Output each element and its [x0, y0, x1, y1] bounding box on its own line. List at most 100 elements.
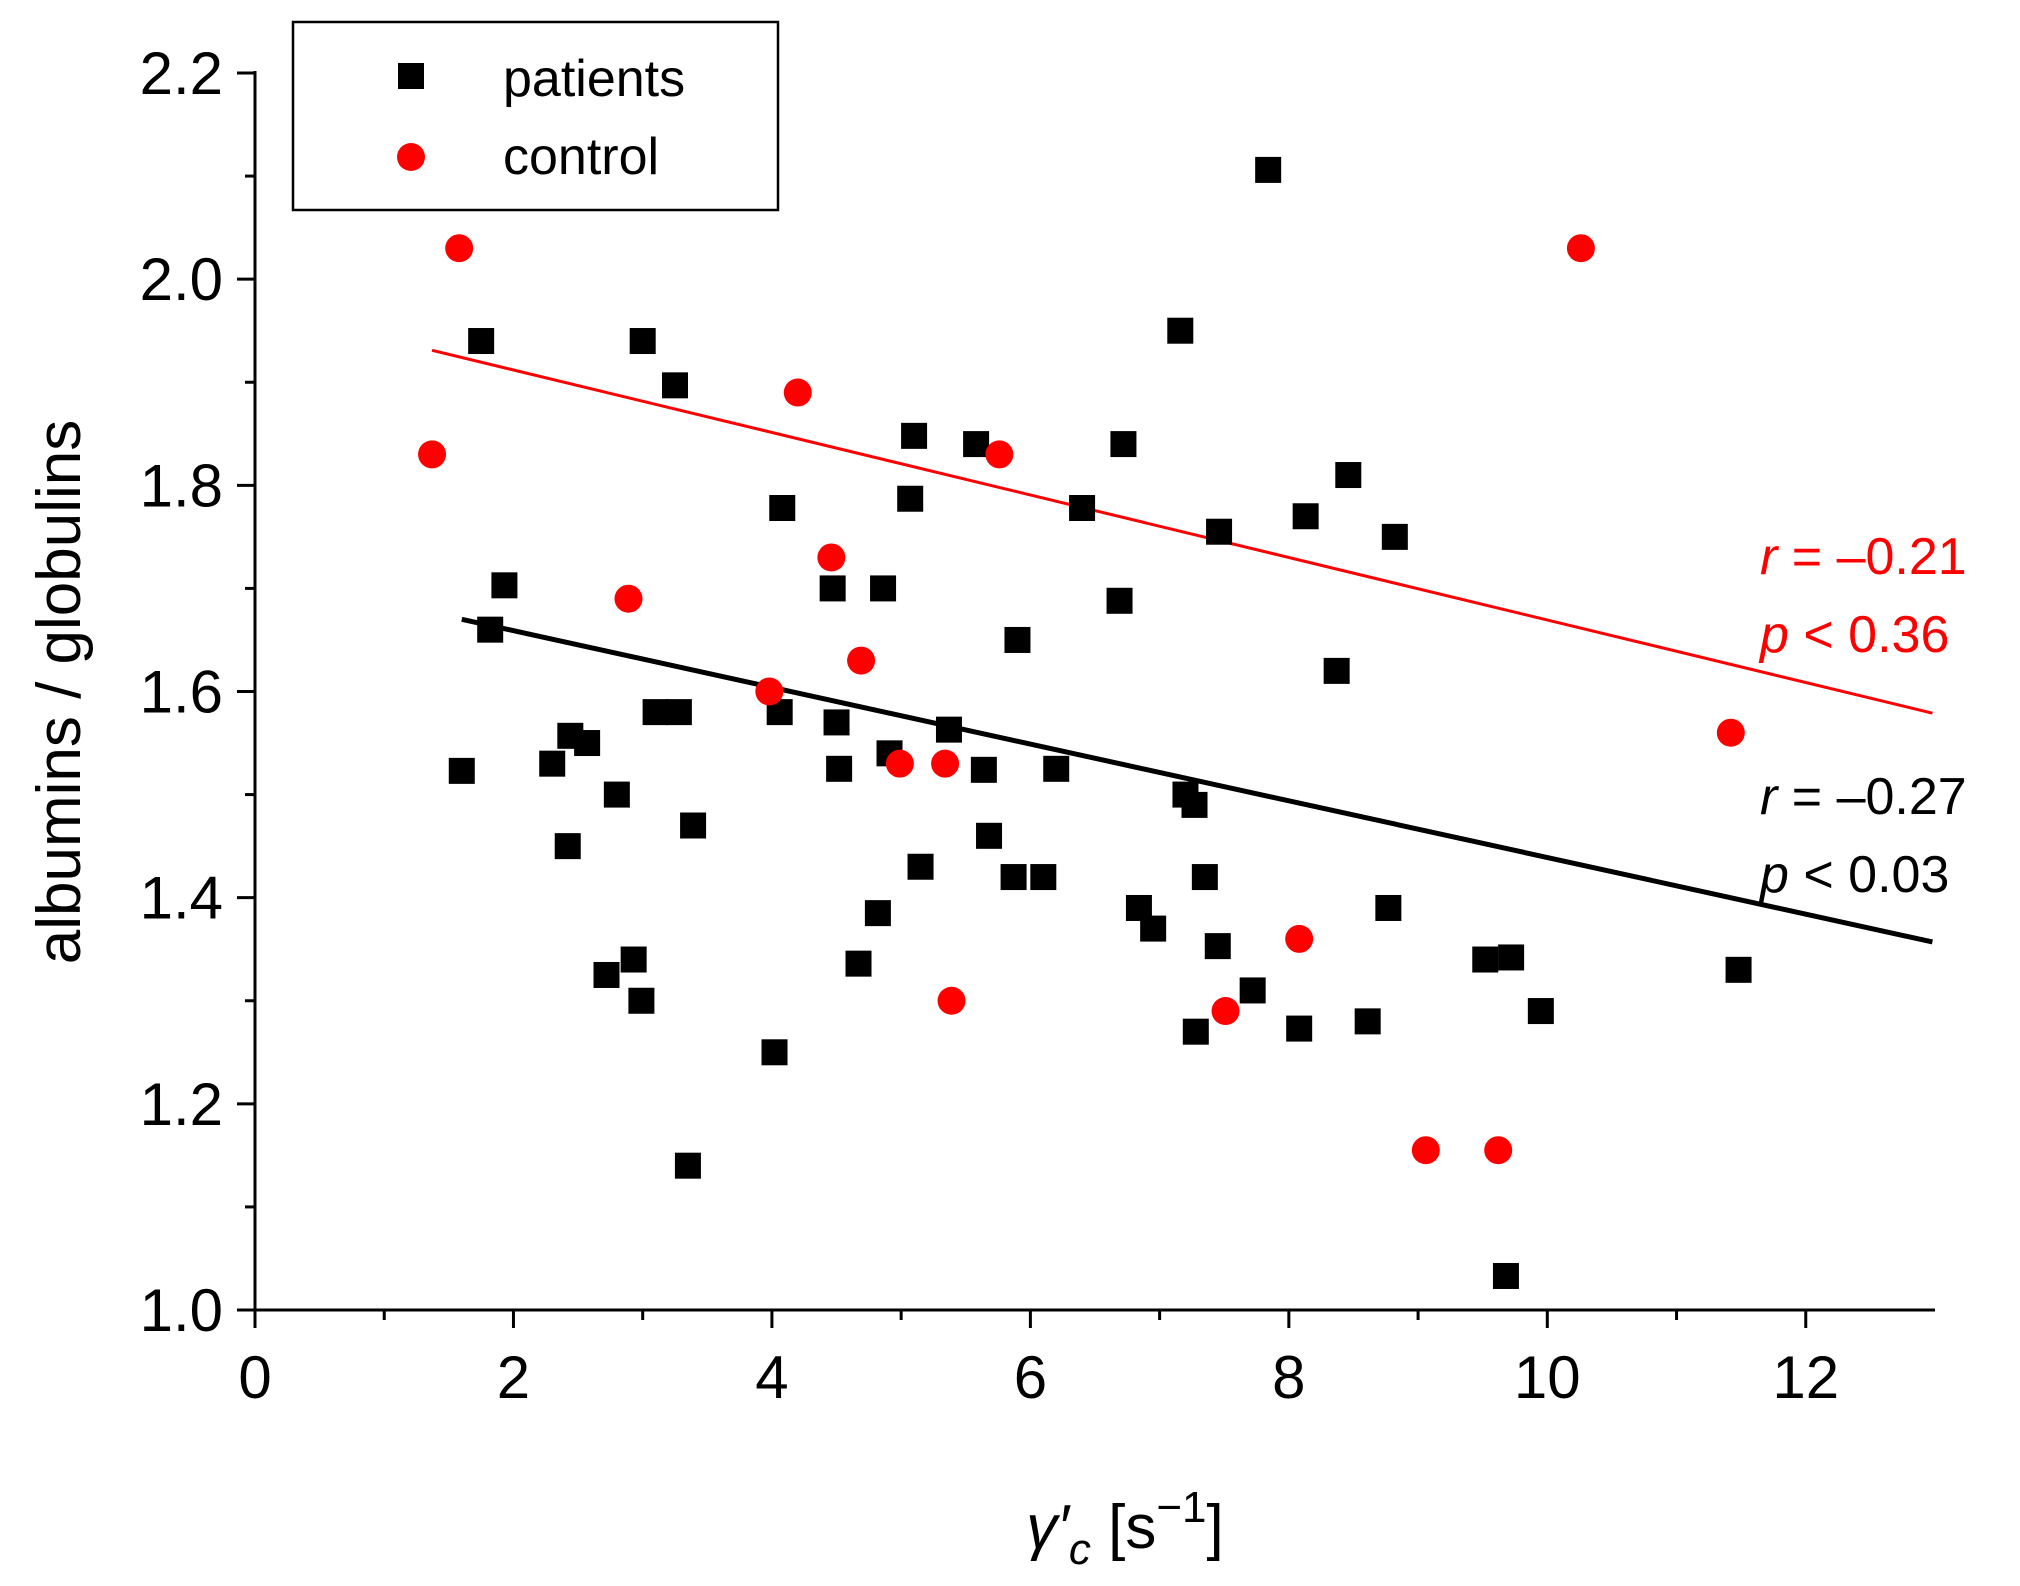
point-patients	[935, 716, 962, 743]
point-control	[847, 646, 876, 675]
y-tick-label: 1.6	[140, 659, 223, 726]
annotation-control-r-value: = –0.21	[1777, 528, 1966, 586]
point-control	[931, 749, 960, 778]
point-patients	[963, 431, 990, 458]
point-patients	[761, 1039, 788, 1066]
point-control	[1566, 234, 1595, 263]
x-axis-label-unit-close: ]	[1207, 1493, 1224, 1562]
point-patients	[1030, 864, 1057, 891]
point-patients	[897, 485, 924, 512]
point-control	[614, 584, 643, 613]
point-patients	[1354, 1008, 1381, 1035]
point-patients	[1323, 657, 1350, 684]
point-patients	[554, 833, 581, 860]
point-patients	[491, 572, 518, 599]
data-points	[418, 156, 1752, 1289]
annotation-patients-p-value: < 0.03	[1789, 846, 1949, 904]
x-axis-label: γ′c [s−1]	[1026, 1483, 1223, 1574]
point-control	[817, 543, 846, 572]
point-patients	[1191, 864, 1218, 891]
point-patients	[1204, 933, 1231, 960]
point-patients	[1527, 998, 1554, 1025]
point-control	[1484, 1136, 1513, 1165]
fit-line-patients	[461, 616, 1933, 945]
point-patients	[1000, 864, 1027, 891]
x-axis-label-subscript: c	[1069, 1525, 1091, 1574]
annotation-patients: r = –0.27 p < 0.03	[1758, 768, 1967, 904]
y-tick-label: 2.2	[140, 40, 223, 107]
x-tick-label: 0	[238, 1344, 271, 1411]
annotation-patients-r: r = –0.27	[1760, 768, 1967, 826]
legend-label-control: control	[503, 128, 659, 186]
annotation-patients-p: p < 0.03	[1758, 846, 1949, 904]
point-control	[1285, 924, 1314, 953]
point-patients	[823, 709, 850, 736]
annotation-control-p-value: < 0.36	[1789, 606, 1949, 664]
point-patients	[1206, 518, 1233, 545]
point-control	[755, 677, 784, 706]
annotation-patients-p-symbol: p	[1758, 846, 1789, 904]
point-patients	[826, 755, 853, 782]
annotation-patients-r-symbol: r	[1760, 768, 1780, 826]
point-patients	[769, 495, 796, 522]
point-control	[418, 440, 447, 469]
point-patients	[870, 575, 897, 602]
point-patients	[574, 730, 601, 757]
point-patients	[593, 961, 620, 988]
legend-marker-patients	[398, 63, 424, 89]
point-patients	[1140, 915, 1167, 942]
x-axis-label-symbol: γ′	[1026, 1493, 1071, 1562]
x-axis-label-unit-superscript: −1	[1156, 1483, 1206, 1532]
x-tick-label: 10	[1514, 1344, 1581, 1411]
annotation-control-r: r = –0.21	[1760, 528, 1967, 586]
point-patients	[907, 853, 934, 880]
x-tick-label: 2	[497, 1344, 530, 1411]
point-patients	[1375, 894, 1402, 921]
point-patients	[1239, 977, 1266, 1004]
point-patients	[1181, 791, 1208, 818]
point-control	[885, 749, 914, 778]
point-patients	[642, 699, 669, 726]
point-patients	[629, 328, 656, 355]
point-patients	[665, 699, 692, 726]
annotation-control-r-symbol: r	[1760, 528, 1780, 586]
point-control	[1411, 1136, 1440, 1165]
legend-marker-control	[397, 143, 425, 171]
point-patients	[1004, 626, 1031, 653]
point-patients	[628, 987, 655, 1014]
x-tick-label: 4	[755, 1344, 788, 1411]
point-control	[1716, 718, 1745, 747]
point-control	[445, 234, 474, 263]
point-control	[1211, 997, 1240, 1026]
point-patients	[1292, 503, 1319, 530]
point-patients	[901, 422, 928, 449]
point-patients	[477, 616, 504, 643]
point-patients	[1725, 956, 1752, 983]
annotation-control-p-symbol: p	[1758, 606, 1789, 664]
point-control	[985, 440, 1014, 469]
y-tick-label: 2.0	[140, 246, 223, 313]
y-tick-label: 1.8	[140, 452, 223, 519]
point-patients	[1167, 317, 1194, 344]
point-patients	[1110, 431, 1137, 458]
axes: 0 2 4 6 8 10 12 1.0 1.2 1.4 1.6 1.8 2.0 2.2	[140, 40, 1935, 1411]
point-patients	[1255, 156, 1282, 183]
x-tick-label: 6	[1014, 1344, 1047, 1411]
point-patients	[1043, 755, 1070, 782]
annotation-control-p: p < 0.36	[1758, 606, 1949, 664]
point-patients	[845, 950, 872, 977]
point-patients	[864, 900, 891, 927]
legend-box	[291, 20, 780, 212]
y-tick-label: 1.0	[140, 1277, 223, 1344]
y-tick-label: 1.4	[140, 865, 223, 932]
x-tick-label: 8	[1272, 1344, 1305, 1411]
x-axis-label-unit: [s	[1091, 1493, 1156, 1562]
point-patients	[1498, 944, 1525, 971]
annotation-patients-r-value: = –0.27	[1777, 768, 1966, 826]
annotation-control: r = –0.21 p < 0.36	[1758, 528, 1967, 664]
point-patients	[1335, 462, 1362, 489]
point-patients	[620, 946, 647, 973]
point-patients	[1286, 1015, 1313, 1042]
legend-label-patients: patients	[503, 50, 685, 108]
y-axis-label: albumins / globulins	[25, 420, 94, 965]
